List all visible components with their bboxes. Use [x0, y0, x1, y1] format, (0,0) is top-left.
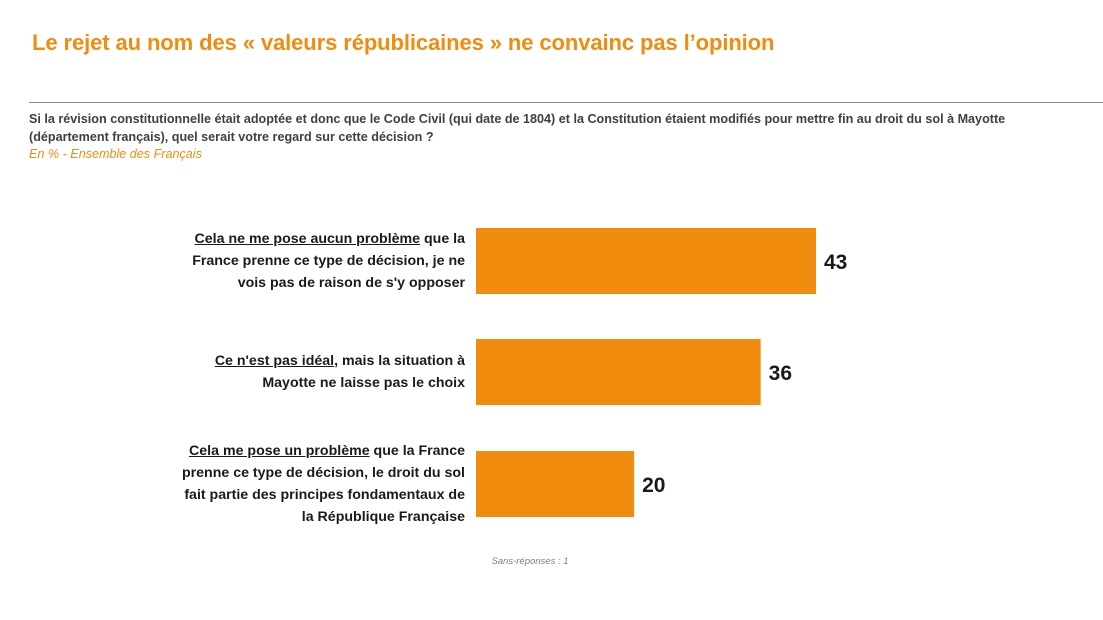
category-label-emphasis: Cela ne me pose aucun problème [194, 231, 421, 247]
value-label-2: 36 [769, 362, 792, 385]
category-label-2: Ce n'est pas idéal, mais la situation à M… [125, 350, 465, 394]
category-label-line: la République Française [301, 509, 465, 525]
category-label-emphasis: Ce n'est pas idéal [214, 353, 335, 369]
category-label-1: Cela ne me pose aucun problème que la Fra… [125, 228, 465, 294]
category-label-line: Cela me pose un problème que la France [125, 440, 465, 462]
base-subtitle: En % - Ensemble des Français [29, 147, 202, 161]
no-answer-footnote: Sans-réponses : 1 [491, 556, 569, 567]
bar-2 [476, 339, 761, 405]
category-label-line: vois pas de raison de s'y opposer [237, 275, 465, 291]
page-title: Le rejet au nom des « valeurs républicai… [32, 30, 775, 55]
category-label-rest: que la France [369, 443, 465, 459]
category-label-rest: que la [420, 231, 465, 247]
bar-3 [476, 451, 635, 517]
category-label-3: Cela me pose un problème que la France pr… [125, 440, 465, 528]
survey-question-line: Si la révision constitutionnelle était a… [29, 112, 1006, 126]
survey-question: Si la révision constitutionnelle était a… [29, 110, 1103, 146]
category-label-emphasis: Cela me pose un problème [189, 443, 370, 459]
category-label-line: prenne ce type de décision, le droit du … [181, 465, 465, 481]
category-label-line: Mayotte ne laisse pas le choix [262, 375, 465, 391]
title-divider [29, 102, 1103, 103]
category-label-line: Cela ne me pose aucun problème que la [125, 228, 465, 250]
category-label-line: fait partie des principes fondamentaux d… [184, 487, 465, 503]
survey-question-line: (département français), quel serait votr… [29, 130, 434, 144]
category-label-line: France prenne ce type de décision, je ne [192, 253, 465, 269]
value-label-3: 20 [642, 474, 665, 497]
value-label-1: 43 [824, 251, 847, 274]
bar-1 [476, 228, 816, 294]
category-label-rest: , mais la situation à [334, 353, 465, 369]
category-label-line: Ce n'est pas idéal, mais la situation à [125, 350, 465, 372]
